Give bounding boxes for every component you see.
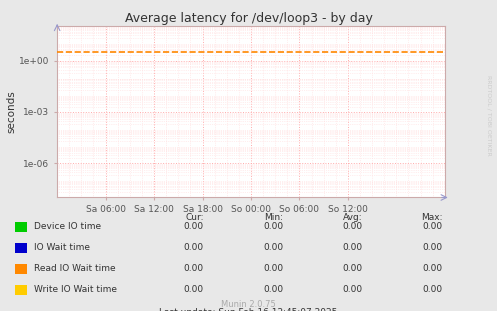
Text: Read IO Wait time: Read IO Wait time: [34, 264, 115, 273]
Text: 0.00: 0.00: [422, 222, 442, 231]
Text: 0.00: 0.00: [422, 285, 442, 294]
Text: 0.00: 0.00: [184, 243, 204, 252]
Text: Max:: Max:: [421, 213, 442, 222]
Text: Write IO Wait time: Write IO Wait time: [34, 285, 117, 294]
Text: 0.00: 0.00: [343, 264, 363, 273]
Text: 0.00: 0.00: [263, 243, 283, 252]
Text: IO Wait time: IO Wait time: [34, 243, 90, 252]
Text: 0.00: 0.00: [343, 285, 363, 294]
Y-axis label: seconds: seconds: [6, 91, 16, 133]
Text: 0.00: 0.00: [263, 264, 283, 273]
Text: 0.00: 0.00: [263, 222, 283, 231]
Text: 0.00: 0.00: [184, 222, 204, 231]
Text: RRDTOOL / TOBI OETIKER: RRDTOOL / TOBI OETIKER: [486, 75, 491, 156]
Text: 0.00: 0.00: [184, 285, 204, 294]
Text: Device IO time: Device IO time: [34, 222, 101, 231]
Text: 0.00: 0.00: [184, 264, 204, 273]
Text: Munin 2.0.75: Munin 2.0.75: [221, 300, 276, 309]
Text: Avg:: Avg:: [343, 213, 363, 222]
Text: Cur:: Cur:: [185, 213, 204, 222]
Text: 0.00: 0.00: [422, 264, 442, 273]
Text: 0.00: 0.00: [343, 222, 363, 231]
Text: Min:: Min:: [264, 213, 283, 222]
Text: 0.00: 0.00: [422, 243, 442, 252]
Text: Average latency for /dev/loop3 - by day: Average latency for /dev/loop3 - by day: [125, 12, 372, 26]
Text: 0.00: 0.00: [263, 285, 283, 294]
Text: 0.00: 0.00: [343, 243, 363, 252]
Text: Last update: Sun Feb 16 12:45:07 2025: Last update: Sun Feb 16 12:45:07 2025: [160, 308, 337, 311]
